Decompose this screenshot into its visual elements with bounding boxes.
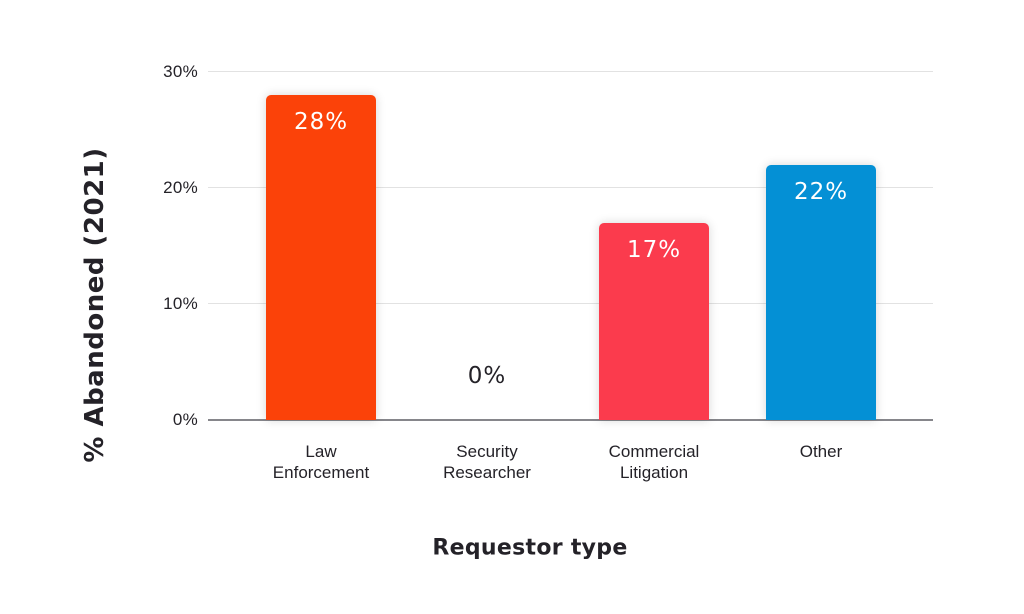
y-tick-label: 10% — [163, 294, 198, 313]
gridline — [208, 187, 933, 188]
y-tick-label: 20% — [163, 178, 198, 197]
category-label-line: Other — [799, 442, 843, 461]
y-tick-label: 0% — [172, 410, 198, 429]
gridline — [208, 71, 933, 72]
bar-value-label: 0% — [467, 363, 507, 389]
category-label-line: Security — [456, 442, 518, 461]
bar: 22% — [766, 164, 876, 420]
bar-value-label: 28% — [293, 109, 349, 136]
bar-value-label: 17% — [626, 236, 682, 263]
category-label: Commercial Litigation — [569, 441, 739, 483]
category-label-line: Law — [305, 442, 337, 461]
category-label: Other — [736, 441, 906, 462]
category-label-line: Enforcement — [272, 463, 370, 482]
x-axis-line — [208, 419, 933, 421]
category-label-line: Litigation — [619, 463, 689, 482]
category-label: Security Researcher — [402, 441, 572, 483]
bar: 17% — [599, 222, 709, 420]
bar-value-label: 22% — [793, 178, 849, 205]
bar: 28% — [266, 95, 376, 420]
category-label-line: Commercial — [608, 442, 700, 461]
category-label: Law Enforcement — [236, 441, 406, 483]
x-axis-title: Requestor type — [432, 535, 628, 561]
gridline — [208, 303, 933, 304]
y-tick-label: 30% — [163, 62, 198, 81]
category-label-line: Researcher — [443, 463, 531, 482]
